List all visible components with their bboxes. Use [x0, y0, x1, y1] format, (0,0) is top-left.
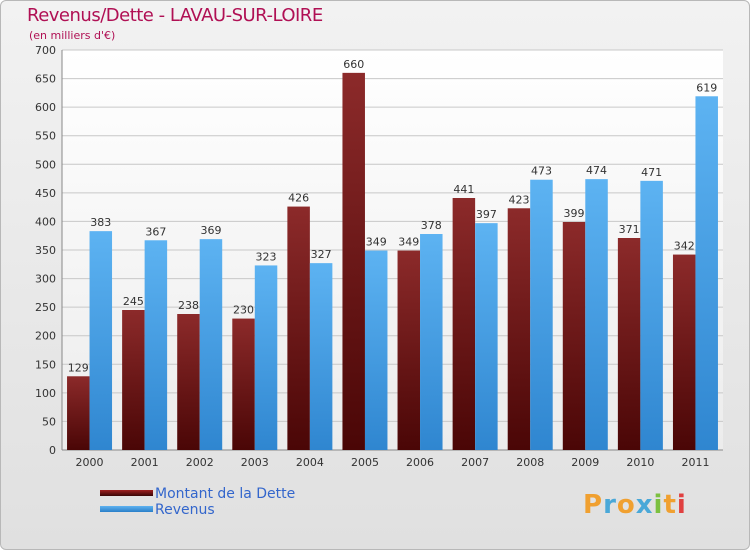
bar-revenue — [530, 179, 553, 450]
bar-debt — [672, 254, 696, 450]
chart-subtitle: (en milliers d'€) — [29, 29, 116, 42]
logo-letter: r — [603, 490, 617, 520]
x-tick-label: 2006 — [406, 456, 434, 469]
x-tick-label: 2001 — [131, 456, 159, 469]
y-tick-label: 650 — [35, 73, 56, 86]
data-label: 474 — [586, 164, 607, 177]
chart-title: Revenus/Dette - LAVAU-SUR-LOIRE — [27, 5, 323, 26]
y-tick-label: 200 — [35, 330, 56, 343]
bar-debt — [562, 222, 586, 450]
data-label: 399 — [564, 207, 585, 220]
x-tick-label: 2005 — [351, 456, 379, 469]
y-tick-label: 50 — [42, 415, 56, 428]
data-label: 369 — [200, 224, 221, 237]
legend-swatch-revenue — [100, 506, 153, 512]
x-tick-label: 2000 — [76, 456, 104, 469]
logo-letter: x — [635, 490, 654, 520]
logo-letter: o — [616, 490, 636, 520]
bar-revenue — [640, 180, 663, 450]
y-tick-label: 150 — [35, 358, 56, 371]
bar-debt — [342, 72, 365, 450]
bar-revenue — [364, 250, 388, 450]
x-tick-label: 2007 — [461, 456, 489, 469]
x-tick-label: 2010 — [626, 456, 654, 469]
bar-revenue — [585, 179, 608, 450]
data-label: 426 — [288, 192, 309, 205]
y-tick-label: 400 — [35, 215, 56, 228]
y-tick-label: 700 — [35, 44, 56, 57]
y-tick-label: 500 — [35, 158, 56, 171]
data-label: 323 — [256, 250, 277, 263]
bar-revenue — [695, 96, 718, 451]
bar-debt — [67, 376, 90, 450]
proxiti-logo: Proxiti — [583, 490, 687, 520]
data-label: 245 — [123, 295, 144, 308]
data-label: 342 — [674, 240, 695, 253]
bar-debt — [507, 208, 531, 450]
data-label: 349 — [398, 236, 419, 249]
x-tick-label: 2009 — [571, 456, 599, 469]
logo-letter: t — [663, 490, 677, 520]
bar-debt — [287, 206, 310, 450]
legend-swatch-debt — [100, 490, 153, 496]
data-label: 378 — [421, 219, 442, 232]
data-label: 349 — [366, 236, 387, 249]
bar-revenue — [475, 223, 498, 450]
y-tick-label: 600 — [35, 101, 56, 114]
x-tick-label: 2004 — [296, 456, 324, 469]
x-tick-label: 2011 — [681, 456, 709, 469]
bar-debt — [397, 250, 421, 450]
data-label: 397 — [476, 208, 497, 221]
y-tick-label: 550 — [35, 130, 56, 143]
legend-label-debt: Montant de la Dette — [155, 486, 296, 502]
data-label: 660 — [343, 58, 364, 71]
bar-debt — [232, 318, 255, 450]
y-tick-label: 300 — [35, 273, 56, 286]
bar-revenue — [254, 265, 278, 450]
data-label: 423 — [508, 193, 529, 206]
bar-revenue — [309, 263, 333, 450]
y-tick-label: 350 — [35, 244, 56, 257]
y-tick-label: 250 — [35, 301, 56, 314]
data-label: 367 — [145, 225, 166, 238]
data-label: 327 — [311, 248, 332, 261]
bar-debt — [177, 314, 200, 450]
x-tick-label: 2002 — [186, 456, 214, 469]
bar-revenue — [144, 240, 168, 450]
bar-debt — [122, 310, 145, 450]
logo-letter: i — [653, 490, 664, 520]
bar-debt — [452, 198, 476, 450]
bar-revenue — [199, 239, 223, 450]
data-label: 473 — [531, 165, 552, 178]
data-label: 471 — [641, 166, 662, 179]
data-label: 371 — [619, 223, 640, 236]
data-label: 383 — [90, 216, 111, 229]
data-label: 238 — [178, 299, 199, 312]
data-label: 129 — [68, 361, 89, 374]
x-tick-label: 2003 — [241, 456, 269, 469]
y-tick-label: 0 — [49, 444, 56, 457]
y-tick-label: 100 — [35, 387, 56, 400]
bar-revenue — [89, 231, 113, 450]
data-label: 230 — [233, 304, 254, 317]
bar-debt — [617, 238, 641, 450]
logo-letter: P — [583, 490, 604, 520]
legend-label-revenue: Revenus — [155, 502, 215, 518]
bar-revenue — [420, 234, 443, 450]
x-tick-label: 2008 — [516, 456, 544, 469]
data-label: 441 — [453, 183, 474, 196]
logo-letter: i — [676, 490, 687, 520]
y-tick-label: 450 — [35, 187, 56, 200]
data-label: 619 — [696, 81, 717, 94]
